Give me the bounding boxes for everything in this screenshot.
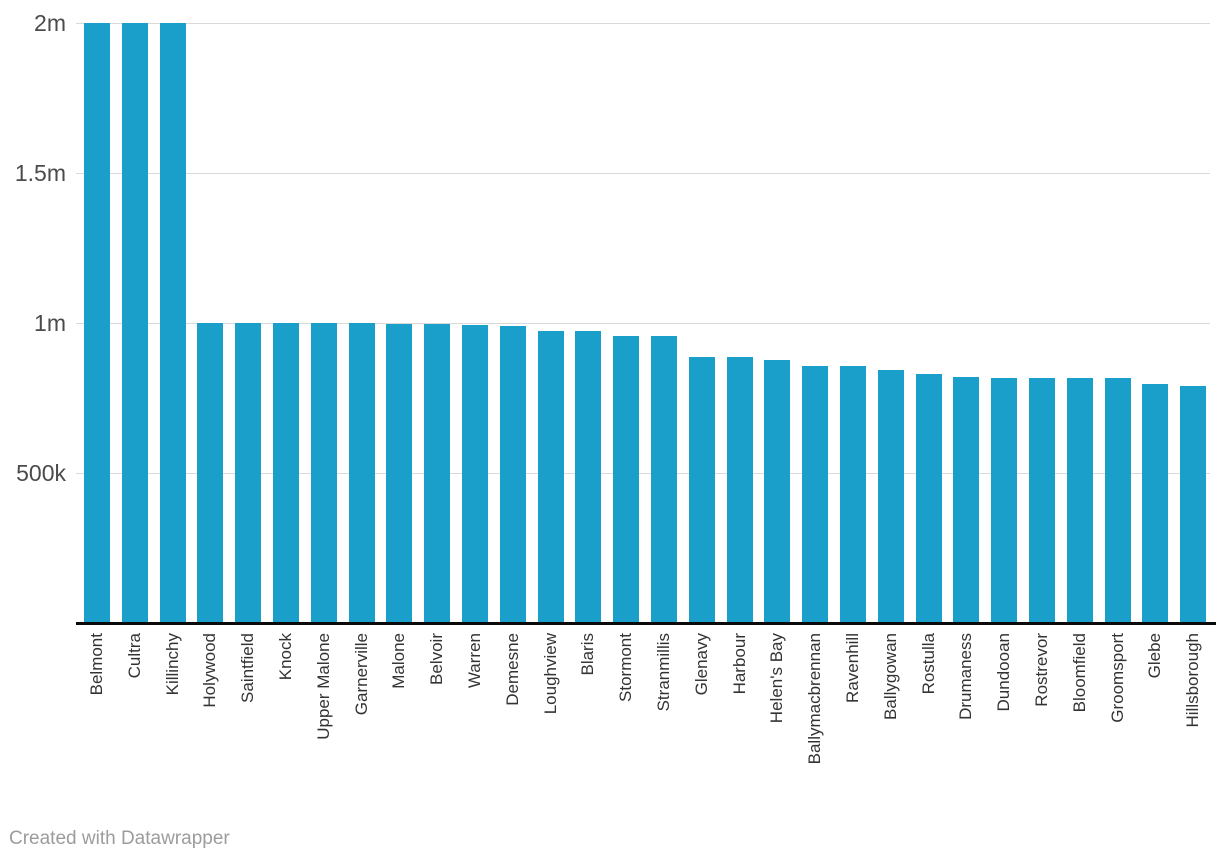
y-axis-tick-label: 1m <box>34 310 66 336</box>
bar[interactable] <box>424 323 451 623</box>
x-axis-category-label: Glenavy <box>691 633 711 696</box>
gridline <box>76 323 1210 324</box>
x-axis-category-label: Stranmillis <box>653 633 673 712</box>
bar[interactable] <box>991 377 1018 623</box>
datawrapper-credit-link[interactable]: Created with Datawrapper <box>9 828 230 849</box>
x-axis-category-label: Ravenhill <box>842 633 862 703</box>
x-axis-category-label: Blaris <box>578 633 598 676</box>
x-axis-category-label: Garnerville <box>351 633 371 716</box>
bar[interactable] <box>915 373 942 623</box>
x-axis-category-label: Belvoir <box>427 633 447 685</box>
gridline <box>76 173 1210 174</box>
x-axis-category-label: Upper Malone <box>313 633 333 740</box>
chart-footer: Created with Datawrapper <box>9 827 230 851</box>
bar[interactable] <box>764 359 791 623</box>
x-axis-category-label: Holywood <box>200 633 220 708</box>
bar[interactable] <box>726 356 753 623</box>
bar[interactable] <box>121 23 148 623</box>
x-axis-category-label: Rostulla <box>918 633 938 695</box>
bar[interactable] <box>197 323 224 623</box>
x-axis-category-label: Hillsborough <box>1183 633 1203 728</box>
bar[interactable] <box>1180 386 1207 623</box>
x-axis-category-label: Ballymacbrennan <box>805 633 825 765</box>
bar[interactable] <box>310 323 337 623</box>
bar[interactable] <box>953 377 980 623</box>
bar[interactable] <box>1142 383 1169 623</box>
x-axis-category-label: Knock <box>275 633 295 681</box>
x-axis-category-label: Rostrevor <box>1031 633 1051 707</box>
bar[interactable] <box>272 323 299 623</box>
gridline <box>76 23 1210 24</box>
x-axis-category-label: Bloomfield <box>1069 633 1089 713</box>
x-axis-category-label: Helen's Bay <box>767 633 787 724</box>
bar[interactable] <box>1028 377 1055 623</box>
bar[interactable] <box>499 325 526 623</box>
x-axis-category-label: Ballygowan <box>880 633 900 720</box>
bar[interactable] <box>575 331 602 623</box>
x-axis-category-label: Warren <box>464 633 484 689</box>
bar[interactable] <box>802 365 829 623</box>
gridline <box>76 473 1210 474</box>
x-axis-category-label: Drumaness <box>956 633 976 720</box>
x-axis-category-label: Glebe <box>1145 633 1165 679</box>
x-axis-category-label: Killinchy <box>162 633 182 696</box>
bar[interactable] <box>235 323 262 623</box>
x-axis-category-label: Demesne <box>502 633 522 706</box>
x-axis-category-label: Harbour <box>729 633 749 695</box>
x-axis-category-label: Cultra <box>124 633 144 679</box>
x-axis-category-label: Groomsport <box>1107 633 1127 723</box>
bar[interactable] <box>159 23 186 623</box>
x-axis-category-label: Stormont <box>616 633 636 702</box>
x-axis-category-label: Saintfield <box>238 633 258 703</box>
bar[interactable] <box>1066 378 1093 623</box>
bar[interactable] <box>386 323 413 623</box>
bar[interactable] <box>613 335 640 623</box>
x-axis-category-label: Dundooan <box>994 633 1014 712</box>
x-axis-category-label: Loughview <box>540 633 560 715</box>
y-axis-tick-label: 500k <box>16 460 66 486</box>
bar[interactable] <box>461 325 488 623</box>
x-axis-category-label: Belmont <box>86 633 106 696</box>
bar[interactable] <box>1104 378 1131 623</box>
x-axis-line <box>76 622 1216 625</box>
bar[interactable] <box>877 369 904 623</box>
bar[interactable] <box>348 323 375 623</box>
bar-chart: 2m 1.5m 1m 500k Belmont Cultra Killinchy Holyw… <box>14 10 1216 765</box>
bar[interactable] <box>650 336 677 623</box>
y-axis-tick-label: 2m <box>34 10 66 36</box>
bar[interactable] <box>839 365 866 623</box>
x-axis-category-label: Malone <box>389 633 409 689</box>
y-axis-tick-label: 1.5m <box>14 160 66 186</box>
bar[interactable] <box>688 356 715 623</box>
bar[interactable] <box>83 23 110 623</box>
bar[interactable] <box>537 331 564 623</box>
